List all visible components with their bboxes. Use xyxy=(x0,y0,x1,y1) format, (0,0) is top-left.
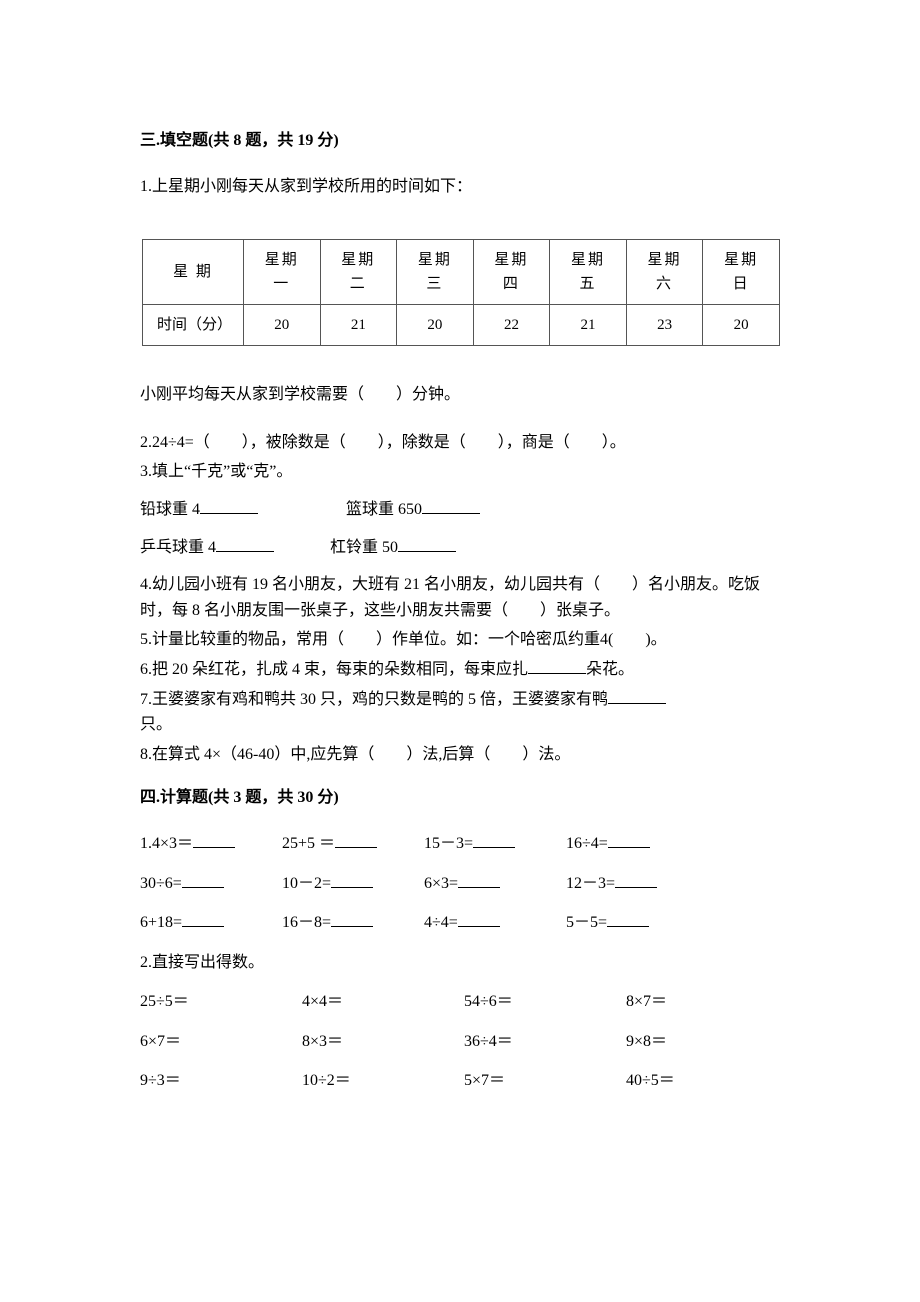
q3-3-line1b: 篮球重 650 xyxy=(346,501,422,518)
calc: 15－3= xyxy=(424,835,473,852)
cell: 21 xyxy=(550,305,627,346)
blank xyxy=(422,497,480,514)
calc: 16－8= xyxy=(282,914,331,931)
calc: 25÷5＝ xyxy=(140,989,302,1015)
blank xyxy=(398,535,456,552)
cell: 23 xyxy=(626,305,703,346)
calc: 6+18= xyxy=(140,914,182,931)
calc: 40÷5＝ xyxy=(626,1068,788,1094)
blank xyxy=(458,871,500,888)
calc: 5×7＝ xyxy=(464,1068,626,1094)
calc: 8×3＝ xyxy=(302,1029,464,1055)
calc: 6×7＝ xyxy=(140,1029,302,1055)
col-header: 星期二 xyxy=(320,240,397,305)
table-row: 时间（分） 20 21 20 22 21 23 20 xyxy=(143,305,780,346)
q3-3-line2b: 杠铃重 50 xyxy=(330,539,398,556)
col-header: 星期六 xyxy=(626,240,703,305)
blank xyxy=(331,871,373,888)
q3-4: 4.幼儿园小班有 19 名小朋友，大班有 21 名小朋友，幼儿园共有（ ）名小朋… xyxy=(140,572,780,623)
calc-row: 9÷3＝ 10÷2＝ 5×7＝ 40÷5＝ xyxy=(140,1068,780,1094)
calc: 36÷4＝ xyxy=(464,1029,626,1055)
calc: 5－5= xyxy=(566,914,607,931)
q3-7-after: 只。 xyxy=(140,716,172,733)
col-header: 星期一 xyxy=(243,240,320,305)
col-header: 星 期 xyxy=(143,240,244,305)
col-header: 星期日 xyxy=(703,240,780,305)
calc: 9×8＝ xyxy=(626,1029,788,1055)
q3-2: 2.24÷4=（ ），被除数是（ ），除数是（ ），商是（ ）。 xyxy=(140,430,780,456)
blank xyxy=(528,657,586,674)
blank xyxy=(335,831,377,848)
blank xyxy=(608,687,666,704)
section-3-header: 三.填空题(共 8 题，共 19 分) xyxy=(140,128,780,154)
q3-3-line1: 铅球重 4 篮球重 650 xyxy=(140,497,780,523)
col-header: 星期四 xyxy=(473,240,550,305)
row-label: 时间（分） xyxy=(143,305,244,346)
blank xyxy=(193,831,235,848)
col-header: 星期五 xyxy=(550,240,627,305)
calc: 4×4＝ xyxy=(302,989,464,1015)
calc: 54÷6＝ xyxy=(464,989,626,1015)
q3-3-line1a: 铅球重 4 xyxy=(140,501,200,518)
cell: 22 xyxy=(473,305,550,346)
blank xyxy=(473,831,515,848)
calc: 4÷4= xyxy=(424,914,458,931)
cell: 20 xyxy=(703,305,780,346)
calc-row: 25÷5＝ 4×4＝ 54÷6＝ 8×7＝ xyxy=(140,989,780,1015)
q3-6-after: 朵花。 xyxy=(586,661,634,678)
blank xyxy=(182,910,224,927)
q3-7-before: 7.王婆婆家有鸡和鸭共 30 只，鸡的只数是鸭的 5 倍，王婆婆家有鸭 xyxy=(140,691,608,708)
blank xyxy=(182,871,224,888)
q3-1-after: 小刚平均每天从家到学校需要（ ）分钟。 xyxy=(140,382,780,408)
blank xyxy=(331,910,373,927)
calc: 9÷3＝ xyxy=(140,1068,302,1094)
col-header: 星期三 xyxy=(397,240,474,305)
calc-row: 1.4×3＝ 25+5 ＝ 15－3= 16÷4= xyxy=(140,831,780,857)
blank xyxy=(615,871,657,888)
calc: 10－2= xyxy=(282,875,331,892)
q4-2-intro: 2.直接写出得数。 xyxy=(140,950,780,976)
q3-6-before: 6.把 20 朵红花，扎成 4 束，每束的朵数相同，每束应扎 xyxy=(140,661,528,678)
q3-1-table: 星 期 星期一 星期二 星期三 星期四 星期五 星期六 星期日 时间（分） 20… xyxy=(142,239,780,346)
calc: 25+5 ＝ xyxy=(282,835,335,852)
cell: 20 xyxy=(397,305,474,346)
cell: 21 xyxy=(320,305,397,346)
table-header-row: 星 期 星期一 星期二 星期三 星期四 星期五 星期六 星期日 xyxy=(143,240,780,305)
blank xyxy=(200,497,258,514)
q3-1-intro: 1.上星期小刚每天从家到学校所用的时间如下： xyxy=(140,174,780,200)
q3-3-intro: 3.填上“千克”或“克”。 xyxy=(140,459,780,485)
q3-6: 6.把 20 朵红花，扎成 4 束，每束的朵数相同，每束应扎 朵花。 xyxy=(140,657,780,683)
calc: 1.4×3＝ xyxy=(140,835,193,852)
calc: 30÷6= xyxy=(140,875,182,892)
blank xyxy=(458,910,500,927)
calc: 10÷2＝ xyxy=(302,1068,464,1094)
calc: 8×7＝ xyxy=(626,989,788,1015)
calc-row: 6+18= 16－8= 4÷4= 5－5= xyxy=(140,910,780,936)
section-4-header: 四.计算题(共 3 题，共 30 分) xyxy=(140,785,780,811)
calc: 16÷4= xyxy=(566,835,608,852)
blank xyxy=(216,535,274,552)
q3-3-line2a: 乒乓球重 4 xyxy=(140,539,216,556)
blank xyxy=(607,910,649,927)
q3-7: 7.王婆婆家有鸡和鸭共 30 只，鸡的只数是鸭的 5 倍，王婆婆家有鸭 只。 xyxy=(140,687,780,738)
cell: 20 xyxy=(243,305,320,346)
blank xyxy=(608,831,650,848)
calc: 6×3= xyxy=(424,875,458,892)
q3-3-line2: 乒乓球重 4 杠铃重 50 xyxy=(140,535,780,561)
calc-row: 30÷6= 10－2= 6×3= 12－3= xyxy=(140,871,780,897)
q3-5: 5.计量比较重的物品，常用（ ）作单位。如：一个哈密瓜约重4( )。 xyxy=(140,627,780,653)
q3-8: 8.在算式 4×（46-40）中,应先算（ ）法,后算（ ）法。 xyxy=(140,742,780,768)
calc-row: 6×7＝ 8×3＝ 36÷4＝ 9×8＝ xyxy=(140,1029,780,1055)
document-page: 三.填空题(共 8 题，共 19 分) 1.上星期小刚每天从家到学校所用的时间如… xyxy=(0,0,920,1302)
calc: 12－3= xyxy=(566,875,615,892)
